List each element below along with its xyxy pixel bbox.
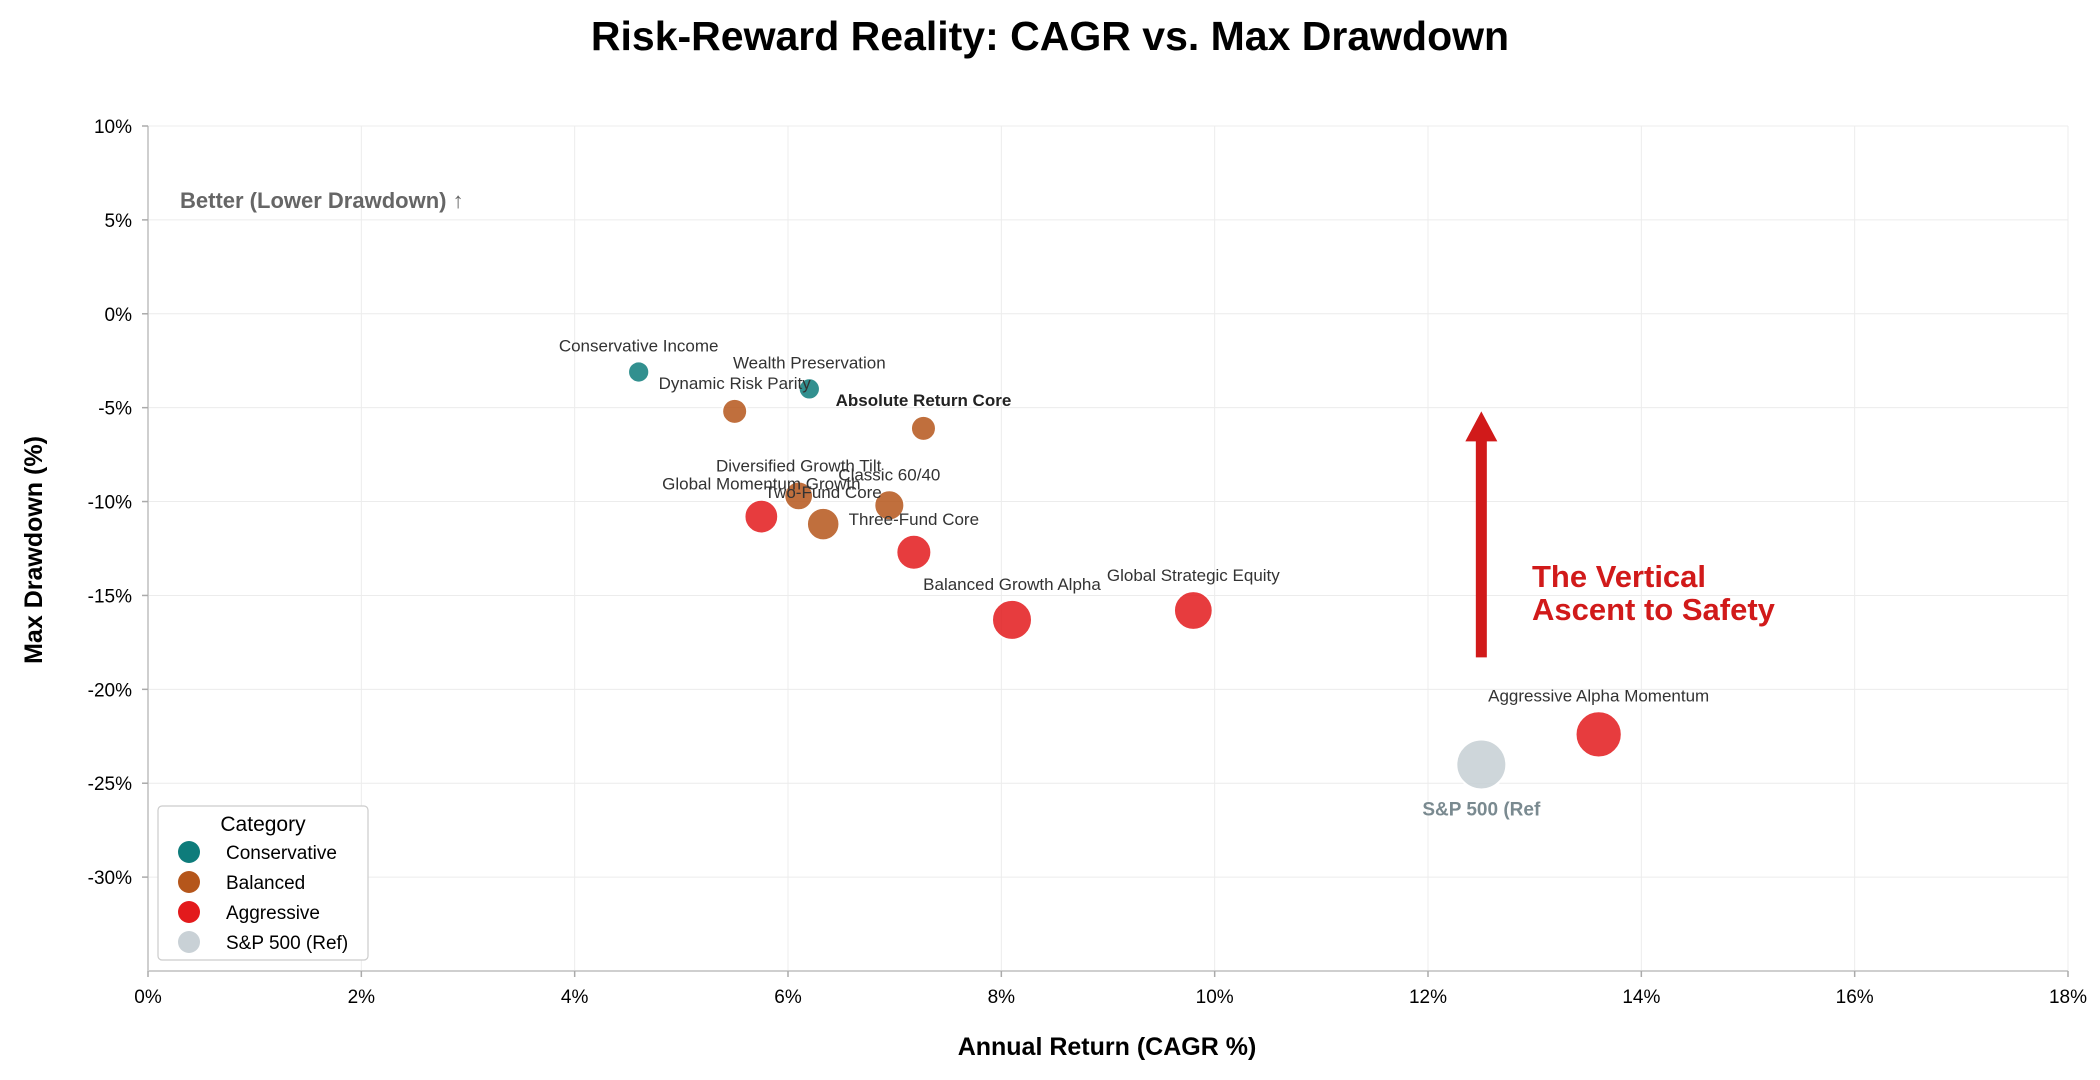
label-conservative-income: Conservative Income [559, 336, 719, 355]
point-dynamic-risk-parity [721, 397, 749, 425]
y-axis-label: Max Drawdown (%) [20, 436, 48, 664]
legend-entry-aggressive: Aggressive [178, 901, 320, 924]
y-tick-label: -5% [98, 399, 132, 420]
x-tick-label: 6% [774, 987, 802, 1008]
legend-entry-sp500: S&P 500 (Ref) [178, 931, 348, 954]
point-classic-60-40 [873, 489, 906, 522]
label-three-fund-core: Three-Fund Core [849, 510, 979, 529]
better-lower-drawdown-note: Better (Lower Drawdown) ↑ [180, 188, 464, 213]
plot-axes [147, 126, 2068, 972]
legend: Category Conservative Balanced Aggressiv… [157, 805, 369, 961]
label-balanced-growth-alpha: Balanced Growth Alpha [923, 575, 1101, 594]
y-tick-label: 5% [105, 211, 133, 232]
legend-box [157, 805, 369, 961]
legend-label-balanced: Balanced [226, 873, 305, 894]
point-s-p-500-ref [1455, 738, 1508, 791]
label-s-p-500-ref: S&P 500 (Ref [1422, 799, 1541, 820]
y-tick-label: 10% [94, 117, 132, 138]
y-tick-label: -10% [88, 493, 132, 514]
ascent-annotation-line1: The Vertical [1532, 559, 1706, 594]
label-global-momentum-growth: Global Momentum Growth [662, 475, 860, 494]
label-classic-60-40: Classic 60/40 [838, 465, 940, 484]
vertical-ascent-arrow [1465, 411, 1498, 658]
point-diversified-growth-tilt [783, 480, 815, 512]
x-tick-label: 12% [1409, 987, 1447, 1008]
x-axis-label: Annual Return (CAGR %) [958, 1033, 1257, 1061]
legend-label-conservative: Conservative [226, 843, 337, 864]
point-global-momentum-growth [743, 498, 780, 535]
x-tick-label: 18% [2049, 987, 2087, 1008]
legend-swatch-balanced [178, 871, 200, 893]
x-tick-label: 0% [134, 987, 162, 1008]
legend-swatch-conservative [178, 841, 200, 863]
point-absolute-return-core [909, 414, 937, 442]
label-aggressive-alpha-momentum: Aggressive Alpha Momentum [1488, 686, 1709, 705]
label-global-strategic-equity: Global Strategic Equity [1107, 566, 1280, 585]
legend-label-aggressive: Aggressive [226, 903, 320, 924]
chart-title: Risk-Reward Reality: CAGR vs. Max Drawdo… [591, 13, 1509, 59]
label-absolute-return-core: Absolute Return Core [836, 391, 1012, 410]
label-wealth-preservation: Wealth Preservation [733, 353, 886, 372]
y-axis-ticks: 10% 5% 0% -5% -10% -15% -20% -25% -30% [88, 117, 148, 889]
legend-swatch-sp500 [178, 931, 200, 953]
grid-lines [147, 125, 2069, 971]
scatter-points [627, 360, 1623, 791]
point-conservative-income [627, 360, 651, 384]
point-global-strategic-equity [1172, 590, 1214, 631]
point-three-fund-core [895, 533, 933, 571]
y-tick-label: -15% [88, 586, 132, 607]
x-tick-label: 2% [348, 987, 376, 1008]
legend-title: Category [220, 813, 306, 836]
legend-label-sp500: S&P 500 (Ref) [226, 933, 348, 954]
label-dynamic-risk-parity: Dynamic Risk Parity [659, 374, 812, 393]
label-two-fund-core: Two-Fund Core [765, 483, 882, 502]
y-tick-label: 0% [105, 305, 133, 326]
x-tick-label: 8% [988, 987, 1016, 1008]
point-wealth-preservation [797, 377, 821, 401]
y-tick-label: -25% [88, 774, 132, 795]
arrow-head [1465, 411, 1498, 442]
ascent-annotation-line2: Ascent to Safety [1532, 592, 1776, 627]
legend-entry-balanced: Balanced [178, 871, 305, 894]
x-tick-label: 4% [561, 987, 589, 1008]
x-tick-label: 14% [1622, 987, 1660, 1008]
point-two-fund-core [805, 506, 841, 542]
legend-entry-conservative: Conservative [178, 841, 337, 864]
x-tick-label: 16% [1836, 987, 1874, 1008]
label-diversified-growth-tilt: Diversified Growth Tilt [716, 457, 882, 476]
y-tick-label: -20% [88, 680, 132, 701]
point-labels: Conservative Income Wealth Preservation Dy… [559, 336, 1709, 820]
y-tick-label: -30% [88, 868, 132, 889]
x-tick-label: 10% [1196, 987, 1234, 1008]
point-balanced-growth-alpha [991, 598, 1033, 641]
point-aggressive-alpha-momentum [1574, 710, 1623, 759]
x-axis-ticks: 0% 2% 4% 6% 8% 10% 12% 14% 16% 18% [134, 971, 2087, 1008]
legend-swatch-aggressive [178, 901, 200, 923]
